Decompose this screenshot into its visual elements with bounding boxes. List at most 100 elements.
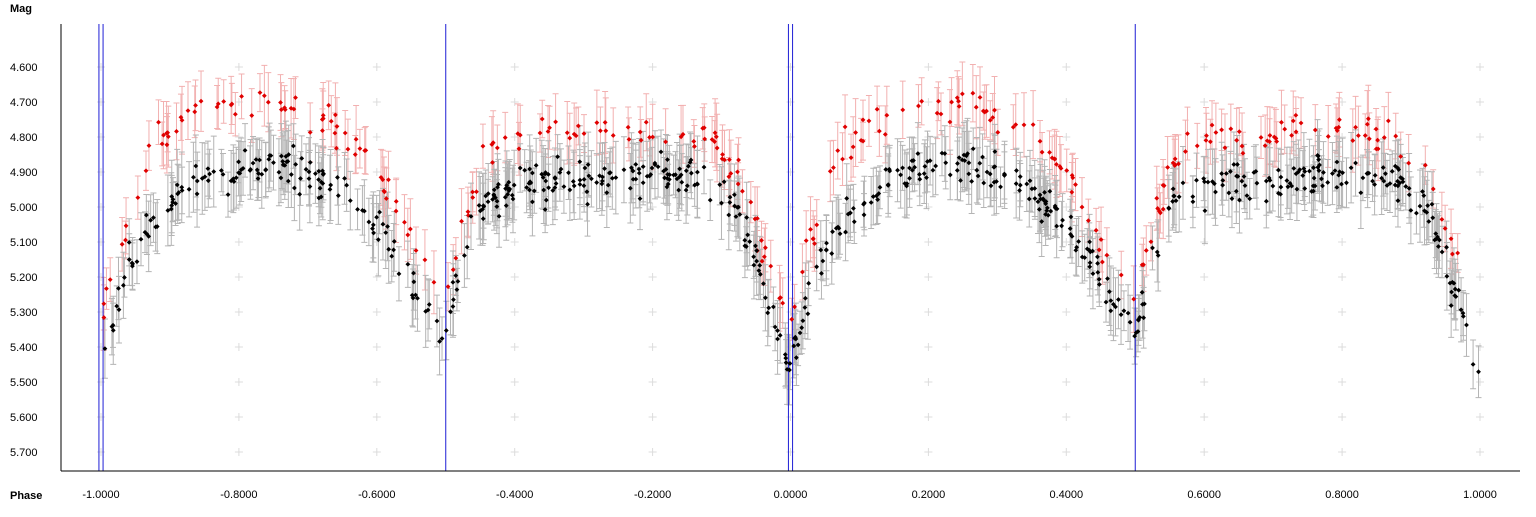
data-point (630, 168, 636, 174)
data-point (759, 258, 765, 264)
data-point (503, 203, 509, 209)
data-point (1396, 167, 1402, 172)
data-point (539, 171, 545, 177)
grid-plus (1476, 238, 1484, 246)
data-point (648, 172, 654, 177)
data-point (120, 282, 126, 288)
data-point (1421, 193, 1427, 199)
data-point (898, 172, 904, 178)
data-point (299, 155, 305, 161)
data-point (422, 257, 428, 263)
data-point (820, 258, 826, 264)
data-point (1424, 209, 1430, 215)
data-point (238, 167, 244, 173)
data-point (1333, 125, 1339, 131)
data-point (179, 184, 185, 190)
data-point (530, 199, 535, 205)
data-point (1039, 219, 1045, 224)
data-point (784, 366, 790, 372)
data-point (450, 304, 456, 309)
y-tick-labels: 4.600 4.700 4.800 4.900 5.000 5.100 5.200 5.300… (10, 62, 38, 459)
data-point (791, 343, 797, 349)
grid-plus (648, 413, 657, 421)
data-point (1263, 198, 1269, 204)
data-point (1403, 184, 1409, 189)
data-point (543, 197, 549, 203)
data-point (812, 241, 817, 247)
data-point (751, 254, 757, 260)
data-point (276, 169, 282, 175)
data-point (550, 188, 556, 193)
data-point (597, 173, 603, 179)
data-point (1087, 260, 1093, 266)
data-point (1289, 132, 1295, 138)
data-point (949, 99, 954, 105)
grid-plus (372, 133, 381, 141)
data-point (220, 171, 226, 177)
data-point (439, 336, 445, 341)
data-point (848, 155, 854, 161)
data-point (860, 117, 866, 123)
data-point (1059, 223, 1065, 229)
data-point (970, 90, 976, 96)
data-point (496, 213, 502, 219)
data-point (464, 244, 470, 250)
data-point (1393, 133, 1399, 139)
data-point (1366, 136, 1372, 142)
data-point (194, 191, 200, 197)
data-point (1002, 172, 1008, 178)
data-point (154, 224, 160, 229)
grid-plus (786, 133, 795, 141)
data-point (555, 154, 561, 160)
grid-plus (510, 343, 519, 351)
data-point (585, 162, 591, 168)
data-point (1380, 165, 1386, 170)
data-point (761, 254, 767, 260)
data-point (751, 262, 757, 268)
data-point (683, 168, 689, 174)
data-point (722, 157, 727, 163)
data-point (1079, 204, 1085, 210)
data-point (490, 160, 495, 165)
data-point (143, 212, 149, 218)
data-point (1373, 146, 1379, 152)
data-point (1068, 231, 1073, 237)
data-point (777, 332, 783, 338)
grid-plus (786, 168, 795, 176)
data-point (1436, 237, 1442, 243)
data-point (386, 177, 391, 183)
data-point (546, 185, 552, 191)
data-point (1017, 188, 1022, 193)
data-point (1108, 298, 1114, 304)
data-point (248, 166, 253, 172)
data-point (495, 184, 500, 190)
grid-plus (1476, 133, 1484, 141)
data-point (1133, 330, 1139, 336)
grid-plus (510, 63, 519, 71)
data-point (842, 124, 848, 130)
y-tick-label: 5.400 (10, 342, 38, 354)
data-point (933, 163, 939, 169)
grid-plus (1476, 308, 1484, 316)
data-point (1293, 112, 1299, 118)
data-point (1054, 161, 1059, 167)
data-point (443, 328, 449, 333)
data-point (995, 129, 1001, 135)
data-point (1276, 167, 1281, 173)
data-point (135, 195, 141, 201)
data-point (1456, 287, 1462, 293)
data-point (966, 171, 972, 177)
data-point (754, 215, 760, 221)
data-point (1203, 137, 1209, 143)
data-point (104, 286, 109, 292)
grid-plus (234, 133, 243, 141)
y-tick-label: 5.200 (10, 272, 38, 284)
data-point (1068, 214, 1074, 220)
data-point (919, 98, 925, 104)
data-point (335, 193, 341, 199)
data-point (1358, 190, 1364, 196)
grid-plus (786, 273, 795, 281)
data-point (561, 184, 567, 190)
data-point (922, 163, 928, 169)
data-point (313, 171, 318, 177)
